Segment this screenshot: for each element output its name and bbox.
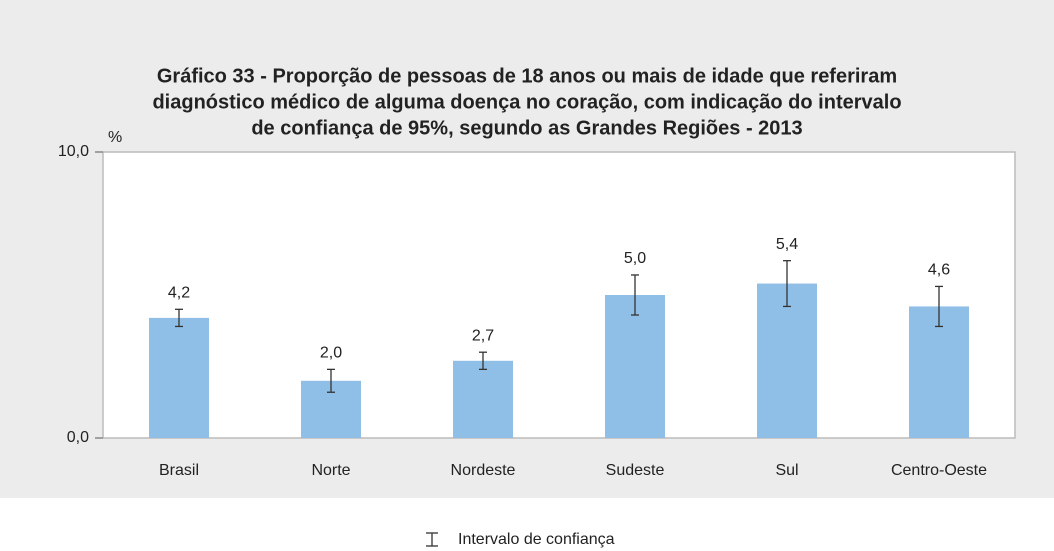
error-bar bbox=[631, 274, 639, 316]
y-tick-label: 10,0 bbox=[58, 143, 89, 160]
bar bbox=[757, 283, 817, 438]
error-bar bbox=[327, 368, 335, 393]
error-bar bbox=[935, 285, 943, 328]
bar bbox=[453, 360, 513, 438]
chart-title: Gráfico 33 - Proporção de pessoas de 18 … bbox=[157, 65, 897, 87]
bar bbox=[149, 317, 209, 438]
value-label: 4,2 bbox=[168, 285, 190, 302]
x-tick-label: Sul bbox=[775, 462, 798, 479]
bar bbox=[605, 295, 665, 438]
y-axis-label: % bbox=[108, 129, 122, 146]
value-label: 4,6 bbox=[928, 262, 950, 279]
x-tick-label: Nordeste bbox=[451, 462, 516, 479]
x-tick-label: Sudeste bbox=[606, 462, 665, 479]
chart-title: de confiança de 95%, segundo as Grandes … bbox=[251, 117, 802, 139]
chart-title: diagnóstico médico de alguma doença no c… bbox=[152, 91, 901, 113]
plot-area bbox=[102, 151, 1016, 439]
x-tick-label: Centro-Oeste bbox=[891, 462, 987, 479]
error-bar bbox=[783, 260, 791, 308]
x-tick-label: Norte bbox=[311, 462, 350, 479]
error-bar bbox=[175, 308, 183, 328]
bar bbox=[909, 306, 969, 438]
legend-icon bbox=[426, 532, 438, 547]
error-bar bbox=[479, 351, 487, 371]
value-label: 2,7 bbox=[472, 327, 494, 344]
legend-label: Intervalo de confiança bbox=[458, 531, 615, 548]
value-label: 5,4 bbox=[776, 236, 798, 253]
value-label: 5,0 bbox=[624, 250, 646, 267]
y-tick-label: 0,0 bbox=[67, 429, 89, 446]
value-label: 2,0 bbox=[320, 345, 342, 362]
x-tick-label: Brasil bbox=[159, 462, 199, 479]
